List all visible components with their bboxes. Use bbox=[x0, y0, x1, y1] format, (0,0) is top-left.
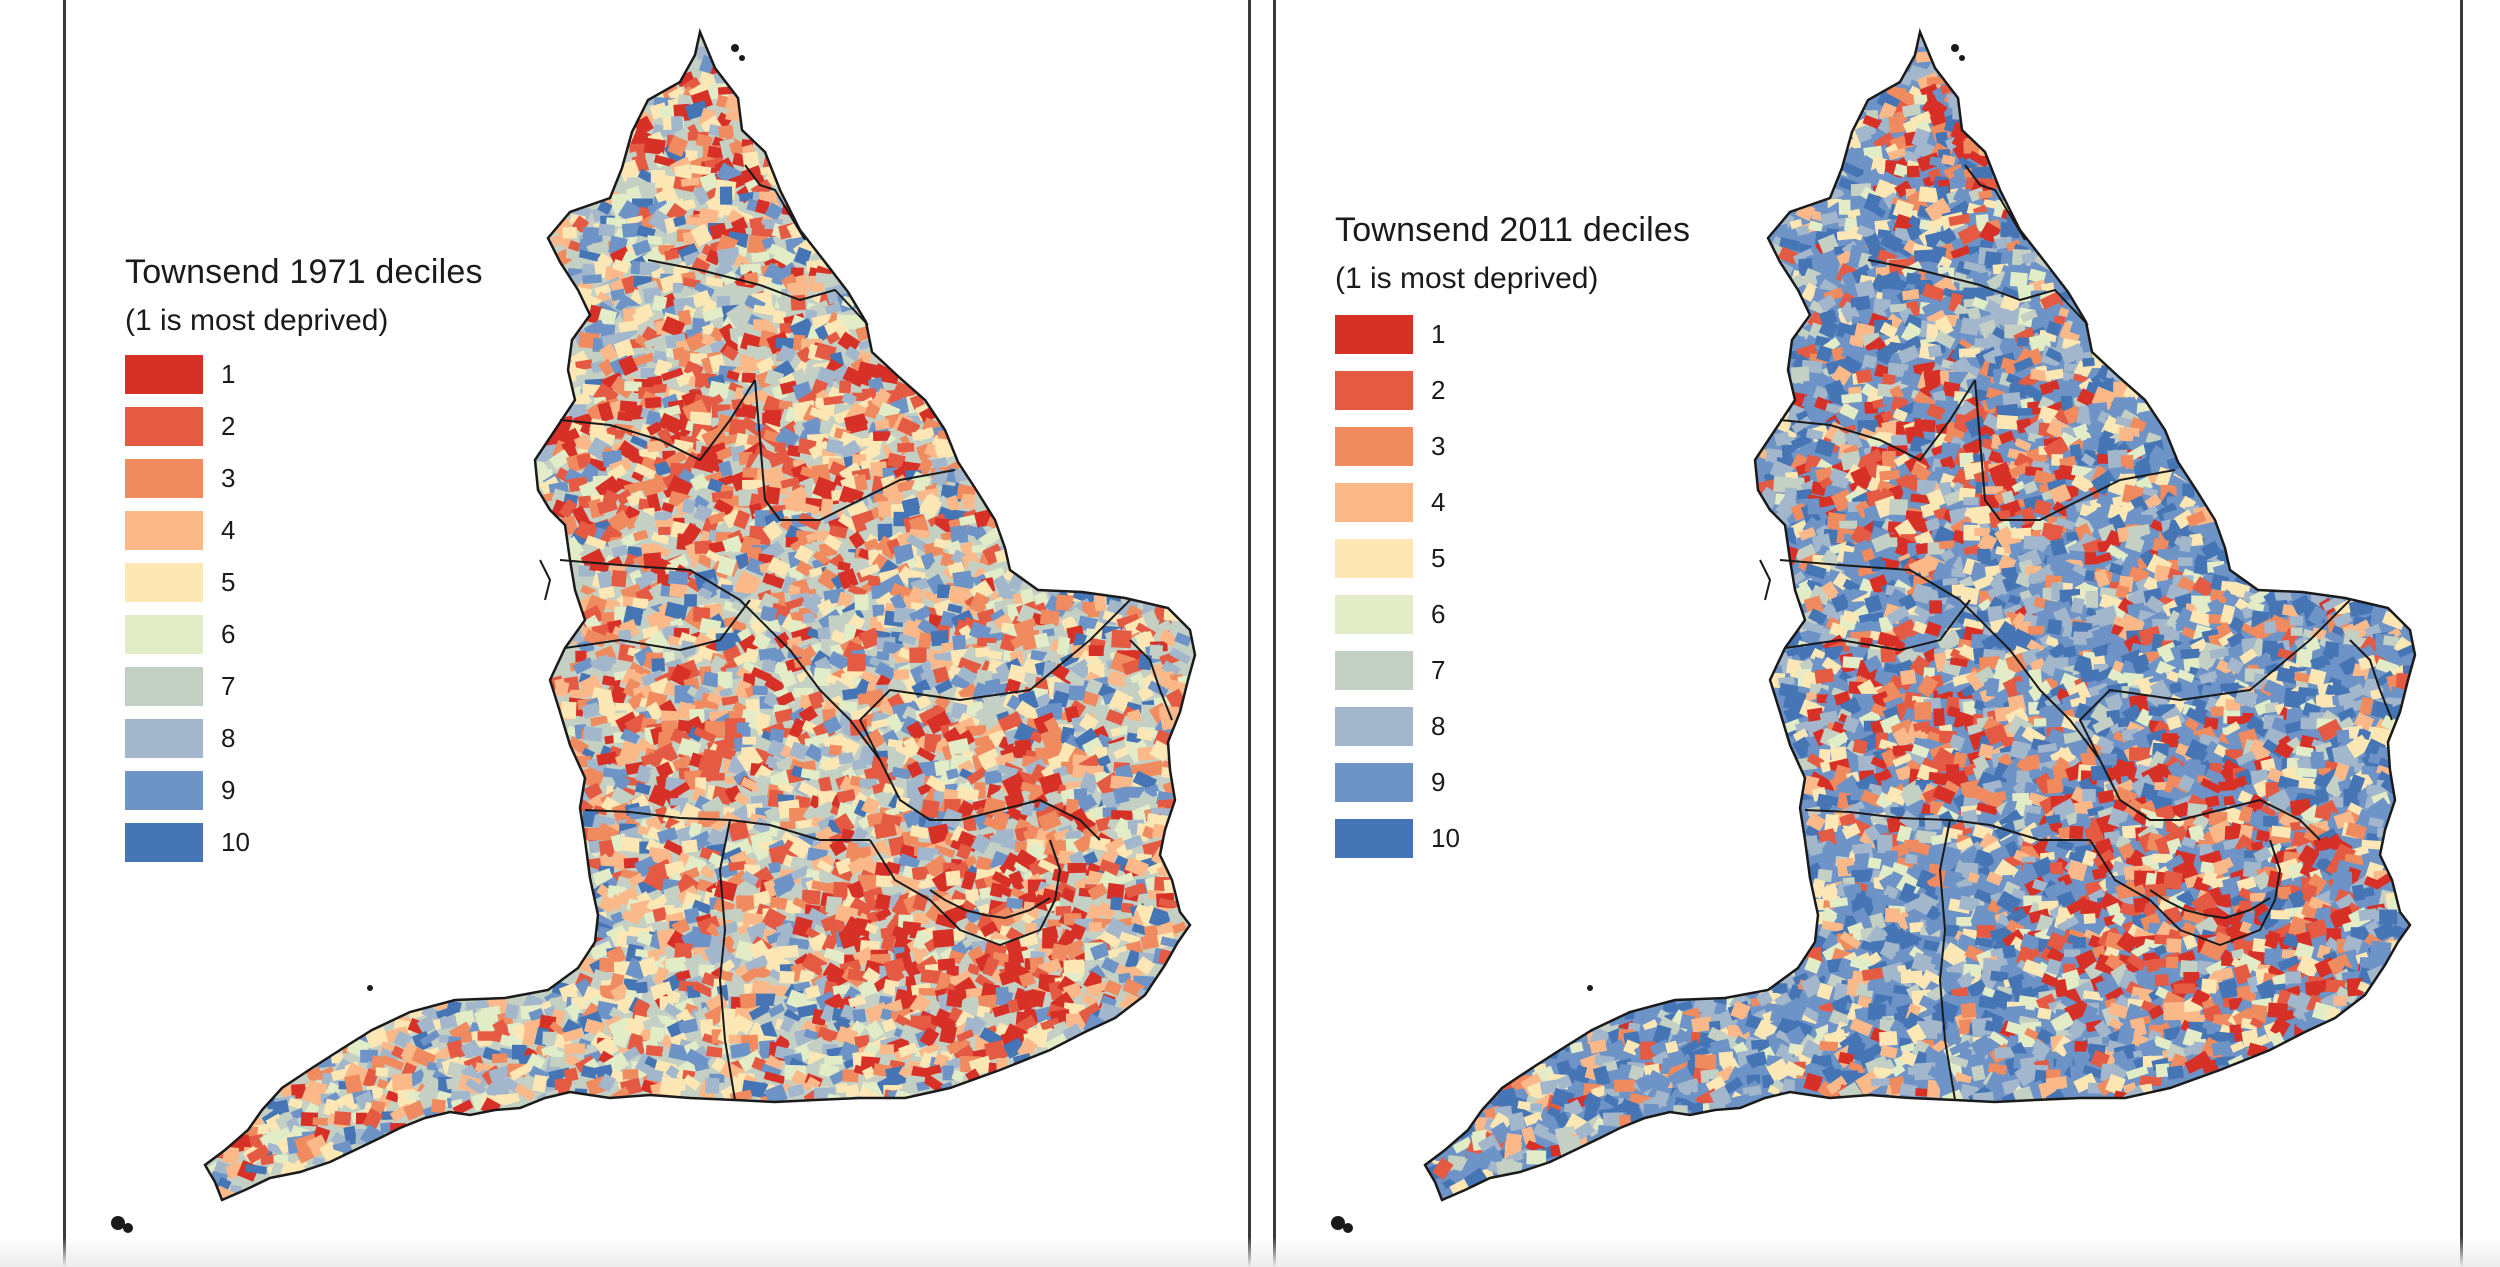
legend-items: 1 2 3 4 5 6 7 8 9 10 bbox=[1335, 306, 1690, 866]
legend-label-1: 1 bbox=[221, 358, 236, 389]
legend-label-10: 10 bbox=[221, 826, 250, 857]
map-panel-2011: Townsend 2011 deciles (1 is most deprive… bbox=[1250, 0, 2460, 1267]
island-marker bbox=[1587, 985, 1593, 991]
legend-swatch-4 bbox=[1335, 482, 1413, 522]
legend-item-9: 9 bbox=[1335, 754, 1690, 810]
legend-label-9: 9 bbox=[221, 774, 236, 805]
legend-label-3: 3 bbox=[221, 462, 236, 493]
legend-swatch-6 bbox=[125, 614, 203, 654]
legend-swatch-3 bbox=[1335, 426, 1413, 466]
legend-item-6: 6 bbox=[125, 608, 483, 660]
legend-swatch-6 bbox=[1335, 594, 1413, 634]
legend-label-2: 2 bbox=[1431, 374, 1446, 405]
legend-swatch-2 bbox=[125, 406, 203, 446]
legend-item-4: 4 bbox=[1335, 474, 1690, 530]
legend-item-5: 5 bbox=[125, 556, 483, 608]
legend-subtitle: (1 is most deprived) bbox=[125, 304, 389, 337]
legend-item-7: 7 bbox=[1335, 642, 1690, 698]
decile-cells bbox=[205, 32, 1195, 1200]
region-boundaries bbox=[539, 164, 1173, 1101]
island-marker bbox=[123, 1223, 133, 1233]
frame-divider-line bbox=[1248, 0, 1251, 1267]
legend-label-5: 5 bbox=[221, 566, 236, 597]
legend-label-2: 2 bbox=[221, 410, 236, 441]
legend-label-9: 9 bbox=[1431, 766, 1446, 797]
legend-swatch-5 bbox=[1335, 538, 1413, 578]
legend-item-7: 7 bbox=[125, 660, 483, 712]
legend-item-6: 6 bbox=[1335, 586, 1690, 642]
island-marker bbox=[1331, 1216, 1345, 1230]
legend-swatch-10 bbox=[125, 822, 203, 862]
legend-swatch-8 bbox=[1335, 706, 1413, 746]
legend-2011: Townsend 2011 deciles (1 is most deprive… bbox=[1335, 211, 1690, 866]
legend-swatch-8 bbox=[125, 718, 203, 758]
legend-title: Townsend 2011 deciles bbox=[1335, 211, 1691, 249]
legend-swatch-3 bbox=[125, 458, 203, 498]
decile-cells bbox=[1425, 32, 2415, 1200]
legend-swatch-7 bbox=[1335, 650, 1413, 690]
legend-swatch-1 bbox=[125, 354, 203, 394]
legend-label-8: 8 bbox=[1431, 710, 1446, 741]
legend-item-2: 2 bbox=[1335, 362, 1690, 418]
legend-label-5: 5 bbox=[1431, 542, 1446, 573]
legend-label-4: 4 bbox=[1431, 486, 1446, 517]
island-marker bbox=[111, 1216, 125, 1230]
frame-right-line bbox=[2460, 0, 2463, 1267]
legend-item-1: 1 bbox=[125, 348, 483, 400]
legend-swatch-1 bbox=[1335, 314, 1413, 354]
legend-subtitle: (1 is most deprived) bbox=[1335, 262, 1599, 295]
legend-label-1: 1 bbox=[1431, 318, 1446, 349]
legend-label-7: 7 bbox=[221, 670, 236, 701]
england-outline bbox=[1423, 27, 2417, 1202]
legend-items: 1 2 3 4 5 6 7 8 9 10 bbox=[125, 348, 483, 868]
legend-item-10: 10 bbox=[125, 816, 483, 868]
island-marker bbox=[1959, 55, 1965, 61]
legend-label-3: 3 bbox=[1431, 430, 1446, 461]
legend-label-6: 6 bbox=[1431, 598, 1446, 629]
legend-label-7: 7 bbox=[1431, 654, 1446, 685]
legend-item-5: 5 bbox=[1335, 530, 1690, 586]
frame-left-line bbox=[63, 0, 66, 1267]
legend-swatch-7 bbox=[125, 666, 203, 706]
map-panel-1971: Townsend 1971 deciles (1 is most deprive… bbox=[0, 0, 1248, 1267]
legend-swatch-2 bbox=[1335, 370, 1413, 410]
legend-item-4: 4 bbox=[125, 504, 483, 556]
island-marker bbox=[1951, 44, 1959, 52]
frame-divider-line-2 bbox=[1273, 0, 1276, 1267]
legend-item-3: 3 bbox=[125, 452, 483, 504]
island-marker bbox=[731, 44, 739, 52]
legend-swatch-4 bbox=[125, 510, 203, 550]
legend-swatch-5 bbox=[125, 562, 203, 602]
legend-item-8: 8 bbox=[125, 712, 483, 764]
legend-item-1: 1 bbox=[1335, 306, 1690, 362]
legend-label-8: 8 bbox=[221, 722, 236, 753]
legend-1971: Townsend 1971 deciles (1 is most deprive… bbox=[125, 253, 483, 868]
legend-label-10: 10 bbox=[1431, 822, 1460, 853]
england-outline bbox=[203, 27, 1197, 1202]
island-marker bbox=[1343, 1223, 1353, 1233]
island-marker bbox=[739, 55, 745, 61]
legend-swatch-9 bbox=[125, 770, 203, 810]
region-boundaries bbox=[1759, 164, 2393, 1101]
legend-item-2: 2 bbox=[125, 400, 483, 452]
legend-item-8: 8 bbox=[1335, 698, 1690, 754]
england-map-2011 bbox=[1331, 27, 2417, 1233]
island-marker bbox=[367, 985, 373, 991]
england-map-1971 bbox=[111, 27, 1197, 1233]
legend-item-10: 10 bbox=[1335, 810, 1690, 866]
legend-label-4: 4 bbox=[221, 514, 236, 545]
legend-label-6: 6 bbox=[221, 618, 236, 649]
legend-title: Townsend 1971 deciles bbox=[125, 253, 483, 291]
legend-swatch-10 bbox=[1335, 818, 1413, 858]
legend-item-3: 3 bbox=[1335, 418, 1690, 474]
legend-swatch-9 bbox=[1335, 762, 1413, 802]
legend-item-9: 9 bbox=[125, 764, 483, 816]
bottom-shadow bbox=[0, 1237, 2500, 1267]
